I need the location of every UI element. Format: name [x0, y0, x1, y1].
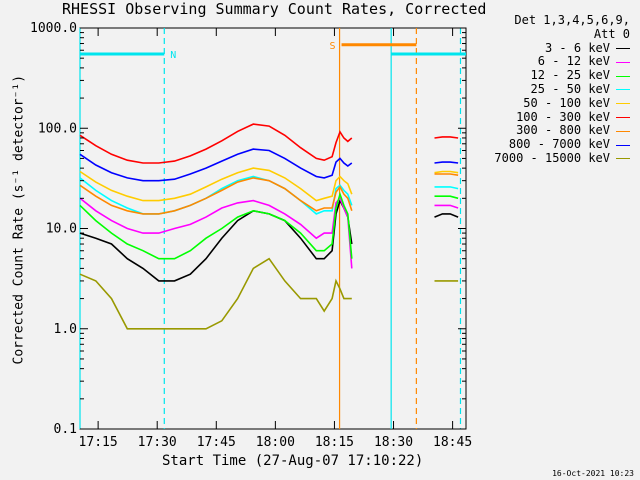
series-line-8-seg-2: [434, 161, 459, 164]
legend-label-4: 25 - 50 keV: [530, 81, 610, 96]
series-line-4-seg-2: [434, 186, 459, 190]
legend-swatch-3: [616, 75, 630, 77]
series-line-5-seg-2: [434, 170, 459, 174]
series-line-1-seg-2: [434, 213, 459, 218]
legend-label-9: 7000 - 15000 keV: [494, 150, 610, 165]
legend-label-8: 800 - 7000 keV: [508, 137, 610, 152]
legend-entry-5: 50 - 100 keV: [478, 95, 634, 111]
series-line-6-seg-1: [79, 123, 353, 164]
series-line-7-seg-2: [434, 173, 459, 176]
legend: Det 1,3,4,5,6,9, Att 0 3 - 6 keV 6 - 12 k…: [478, 13, 634, 166]
series-line-3-seg-2: [434, 195, 459, 200]
x-tick-label-2: 17:30: [138, 435, 177, 450]
y-tick-label-5: 0.1: [54, 422, 77, 437]
y-tick-label-4: 1.0: [54, 322, 77, 337]
legend-entry-7: 300 - 800 keV: [478, 124, 634, 138]
y-axis-label: Corrected Count Rate (s⁻¹ detector⁻¹): [11, 74, 27, 365]
x-tick-label-5: 18:15: [315, 435, 354, 450]
legend-label-6: 100 - 300 keV: [516, 109, 610, 124]
legend-swatch-4: [616, 89, 630, 91]
legend-entry-4: 25 - 50 keV: [478, 81, 634, 97]
series-line-5-seg-1: [79, 167, 353, 202]
legend-label-5: 50 - 100 keV: [523, 95, 610, 110]
legend-entry-8: 800 - 7000 keV: [478, 137, 634, 152]
legend-label-7: 300 - 800 keV: [516, 123, 610, 138]
series-line-9-seg-1: [79, 257, 352, 330]
series-line-7-seg-1: [79, 177, 353, 215]
x-tick-label-3: 17:45: [197, 435, 236, 450]
legend-swatch-2: [616, 61, 630, 63]
legend-entry-1: 3 - 6 keV: [478, 40, 634, 56]
legend-swatch-9: [616, 158, 630, 160]
x-tick-label-1: 17:15: [79, 435, 118, 450]
y-tick-label-3: 10.0: [46, 222, 77, 237]
legend-entry-9: 7000 - 15000 keV: [478, 150, 634, 166]
legend-attenuator: Att 0: [593, 26, 630, 41]
y-tick-label-2: 100.0: [38, 121, 77, 136]
series-line-6-seg-2: [434, 136, 459, 139]
plot-area: [79, 27, 467, 430]
legend-entry-3: 12 - 25 keV: [478, 68, 634, 83]
legend-swatch-8: [616, 144, 630, 146]
series-line-2-seg-2: [434, 204, 459, 209]
legend-swatch-7: [616, 130, 630, 132]
legend-detectors: Det 1,3,4,5,6,9,: [514, 13, 630, 27]
series-line-3-seg-1: [79, 191, 353, 260]
legend-label-1: 3 - 6 keV: [544, 40, 610, 55]
series-line-4-seg-1: [79, 175, 353, 215]
series-line-8-seg-1: [79, 148, 353, 182]
legend-label-2: 6 - 12 keV: [537, 54, 610, 69]
legend-swatch-1: [616, 47, 630, 49]
generated-date: 16-Oct-2021 10:23: [552, 469, 634, 478]
x-axis-label: Start Time (27-Aug-07 17:10:22): [162, 453, 424, 469]
legend-entry-6: 100 - 300 keV: [478, 109, 634, 125]
legend-label-3: 12 - 25 keV: [530, 68, 610, 83]
flag-label-S: S: [330, 41, 336, 52]
x-tick-label-7: 18:45: [433, 435, 472, 450]
y-tick-label-1: 1000.0: [30, 21, 77, 36]
legend-swatch-5: [616, 103, 630, 105]
x-tick-label-6: 18:30: [374, 435, 413, 450]
legend-entry-2: 6 - 12 keV: [478, 55, 634, 69]
flag-label-N: N: [170, 50, 176, 61]
chart-title: RHESSI Observing Summary Count Rates, Co…: [62, 0, 487, 18]
x-tick-label-4: 18:00: [256, 435, 295, 450]
legend-swatch-6: [616, 116, 630, 118]
